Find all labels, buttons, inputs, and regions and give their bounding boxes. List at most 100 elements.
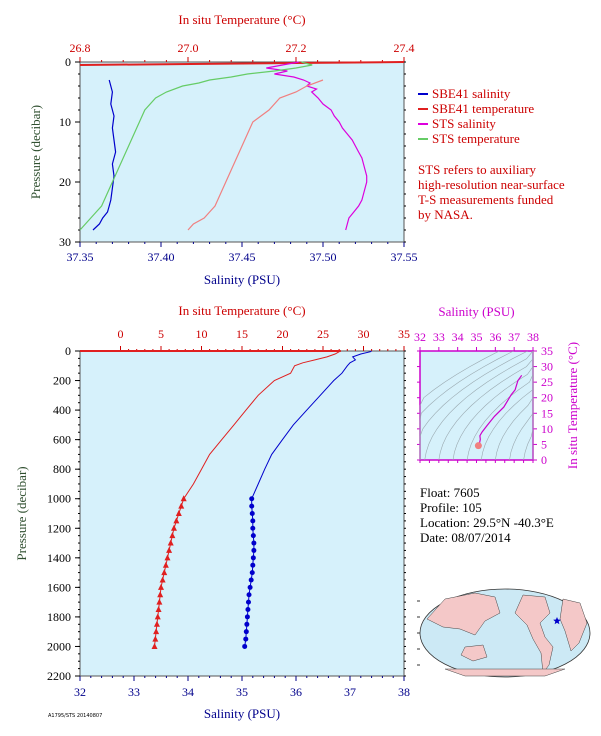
world-map-land <box>444 668 566 677</box>
float-location-star <box>553 617 561 625</box>
ts-curve <box>476 374 523 448</box>
temp-marker <box>178 502 185 509</box>
bottom-sal-tick-label: 37 <box>344 685 356 699</box>
temp-marker <box>169 532 176 539</box>
sal-marker <box>249 496 255 502</box>
sal-marker <box>249 570 255 576</box>
bottom-pressure-tick-label: 0 <box>65 344 71 358</box>
float-info: Float: 7605 Profile: 105 Location: 29.5°… <box>420 485 554 545</box>
ts-temp-tick-label: 25 <box>541 375 553 389</box>
ts-temp-tick-label: 10 <box>541 422 553 436</box>
world-map-land <box>559 598 588 652</box>
ts-temp-tick-label: 5 <box>541 437 547 451</box>
ts-temp-tick-label: 35 <box>541 344 553 358</box>
ts-temp-tick-label: 0 <box>541 453 547 467</box>
bottom-temp-tick-label: 20 <box>277 327 289 341</box>
float-id: Float: 7605 <box>420 485 480 500</box>
sal-marker <box>244 614 250 620</box>
sal-marker <box>245 607 251 613</box>
profile-number: Profile: 105 <box>420 500 482 515</box>
top-temp-tick-label: 27.2 <box>286 41 307 55</box>
bottom-pressure-tick-label: 800 <box>53 462 71 476</box>
sal-marker <box>243 636 249 642</box>
bottom-sal-tick-label: 38 <box>398 685 410 699</box>
legend-label: STS temperature <box>432 131 520 146</box>
ts-deep-cluster <box>474 442 482 450</box>
top-sal-axis-label: Salinity (PSU) <box>204 272 280 287</box>
bottom-pressure-tick-label: 400 <box>53 403 71 417</box>
temp-marker <box>167 539 174 546</box>
bottom-pressure-tick-label: 1800 <box>47 610 71 624</box>
temp-marker <box>156 598 163 605</box>
bottom-sal-axis-label: Salinity (PSU) <box>204 706 280 721</box>
sal-marker <box>245 599 251 605</box>
bottom-pressure-tick-label: 1400 <box>47 551 71 565</box>
sal-marker <box>250 525 256 531</box>
bottom-temp-axis-label: In situ Temperature (°C) <box>178 303 305 318</box>
bottom-plot-area <box>79 350 405 677</box>
ts-sal-tick-label: 32 <box>414 330 426 344</box>
top-sal-tick-label: 37.55 <box>391 250 418 264</box>
temp-marker <box>159 576 166 583</box>
top-pressure-tick-label: 0 <box>65 55 71 69</box>
sal-marker <box>250 555 256 561</box>
world-map-land <box>460 644 488 662</box>
top-series-line <box>79 61 405 66</box>
top-pressure-axis-label: Pressure (decibar) <box>28 105 43 199</box>
sal-marker <box>250 562 256 568</box>
sal-marker <box>250 533 256 539</box>
bottom-temp-tick-label: 5 <box>158 327 164 341</box>
bottom-pressure-tick-label: 1600 <box>47 580 71 594</box>
bottom-pressure-tick-label: 200 <box>53 374 71 388</box>
bottom-sal-tick-label: 33 <box>128 685 140 699</box>
legend-label: SBE41 temperature <box>432 101 534 116</box>
bottom-sal-tick-label: 36 <box>290 685 302 699</box>
temp-marker <box>161 569 168 576</box>
legend-note-line: T-S measurements funded <box>418 192 554 207</box>
ts-density-contour <box>452 351 534 461</box>
ts-sal-tick-label: 33 <box>433 330 445 344</box>
sal-marker <box>251 540 257 546</box>
temp-marker <box>155 606 162 613</box>
sal-marker <box>249 511 255 516</box>
location: Location: 29.5°N -40.3°E <box>420 515 554 530</box>
bottom-temp-tick-label: 25 <box>317 327 329 341</box>
temp-marker <box>154 613 161 620</box>
legend-note-line: by NASA. <box>418 207 473 222</box>
ts-sal-axis-label: Salinity (PSU) <box>438 304 514 319</box>
ts-density-contour <box>419 350 528 460</box>
top-pressure-tick-label: 30 <box>59 235 71 249</box>
bottom-pressure-tick-label: 1200 <box>47 521 71 535</box>
top-temp-tick-label: 26.8 <box>70 41 91 55</box>
date: Date: 08/07/2014 <box>420 530 511 545</box>
sal-marker <box>247 584 253 590</box>
footer-code: A1795/STS 20140807 <box>48 713 103 719</box>
top-series-line <box>79 61 313 231</box>
bottom-temp-tick-label: 35 <box>398 327 410 341</box>
temp-marker <box>153 628 160 635</box>
ts-density-contour <box>424 350 534 461</box>
sal-marker <box>244 621 250 627</box>
bottom-temp-tick-label: 10 <box>196 327 208 341</box>
bottom-temp-tick-label: 15 <box>236 327 248 341</box>
temp-marker <box>173 517 180 524</box>
temp-marker <box>152 635 159 642</box>
temp-marker <box>180 495 187 502</box>
sal-marker <box>243 629 249 635</box>
top-series-line <box>92 79 117 231</box>
bottom-temp-tick-label: 30 <box>358 327 370 341</box>
world-map-land <box>426 592 501 636</box>
top-temp-tick-label: 27.0 <box>178 41 199 55</box>
temp-marker <box>157 591 164 598</box>
top-pressure-tick-label: 20 <box>59 175 71 189</box>
ts-sal-tick-label: 38 <box>527 330 539 344</box>
ts-sal-tick-label: 37 <box>508 330 520 344</box>
temp-marker <box>175 510 182 516</box>
temp-marker <box>153 620 160 627</box>
top-series-line <box>187 79 324 231</box>
ts-sal-tick-label: 36 <box>489 330 501 344</box>
sal-marker <box>248 577 254 583</box>
bottom-temp-tick-label: 0 <box>118 327 124 341</box>
bottom-pressure-axis-label: Pressure (decibar) <box>14 466 29 560</box>
